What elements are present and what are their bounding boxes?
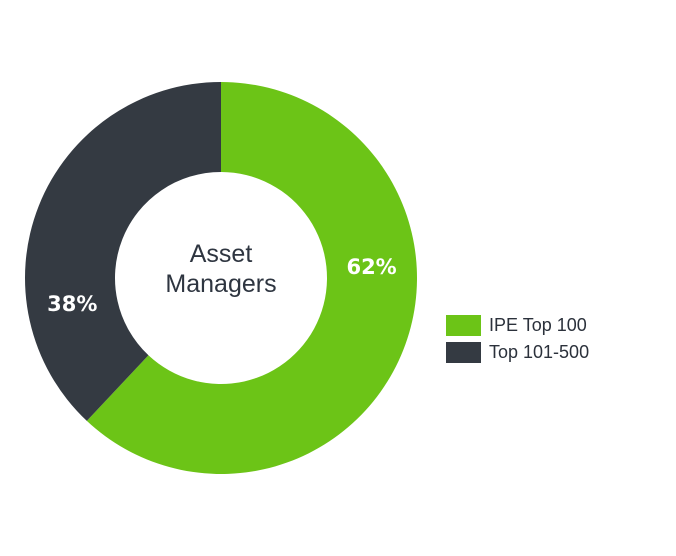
slice-top-101-500: [25, 82, 221, 421]
legend-item-top-101-500: Top 101-500: [446, 340, 589, 364]
legend-swatch-top-101-500: [446, 341, 481, 363]
legend-label-top-101-500: Top 101-500: [489, 341, 590, 362]
legend-item-ipe-top-100: IPE Top 100: [446, 313, 589, 337]
legend-swatch-ipe-top-100: [446, 314, 481, 336]
slice-ipe-top-100: [86, 82, 418, 474]
center-label-line-1: Asset: [190, 240, 253, 268]
data-label-top-101-500: 38%: [47, 292, 97, 316]
donut-slices: [25, 82, 418, 474]
legend-label-ipe-top-100: IPE Top 100: [489, 314, 587, 335]
center-label-line-2: Managers: [165, 270, 276, 298]
data-label-ipe-top-100: 62%: [346, 255, 396, 279]
chart-legend: IPE Top 100 Top 101-500: [446, 313, 589, 367]
